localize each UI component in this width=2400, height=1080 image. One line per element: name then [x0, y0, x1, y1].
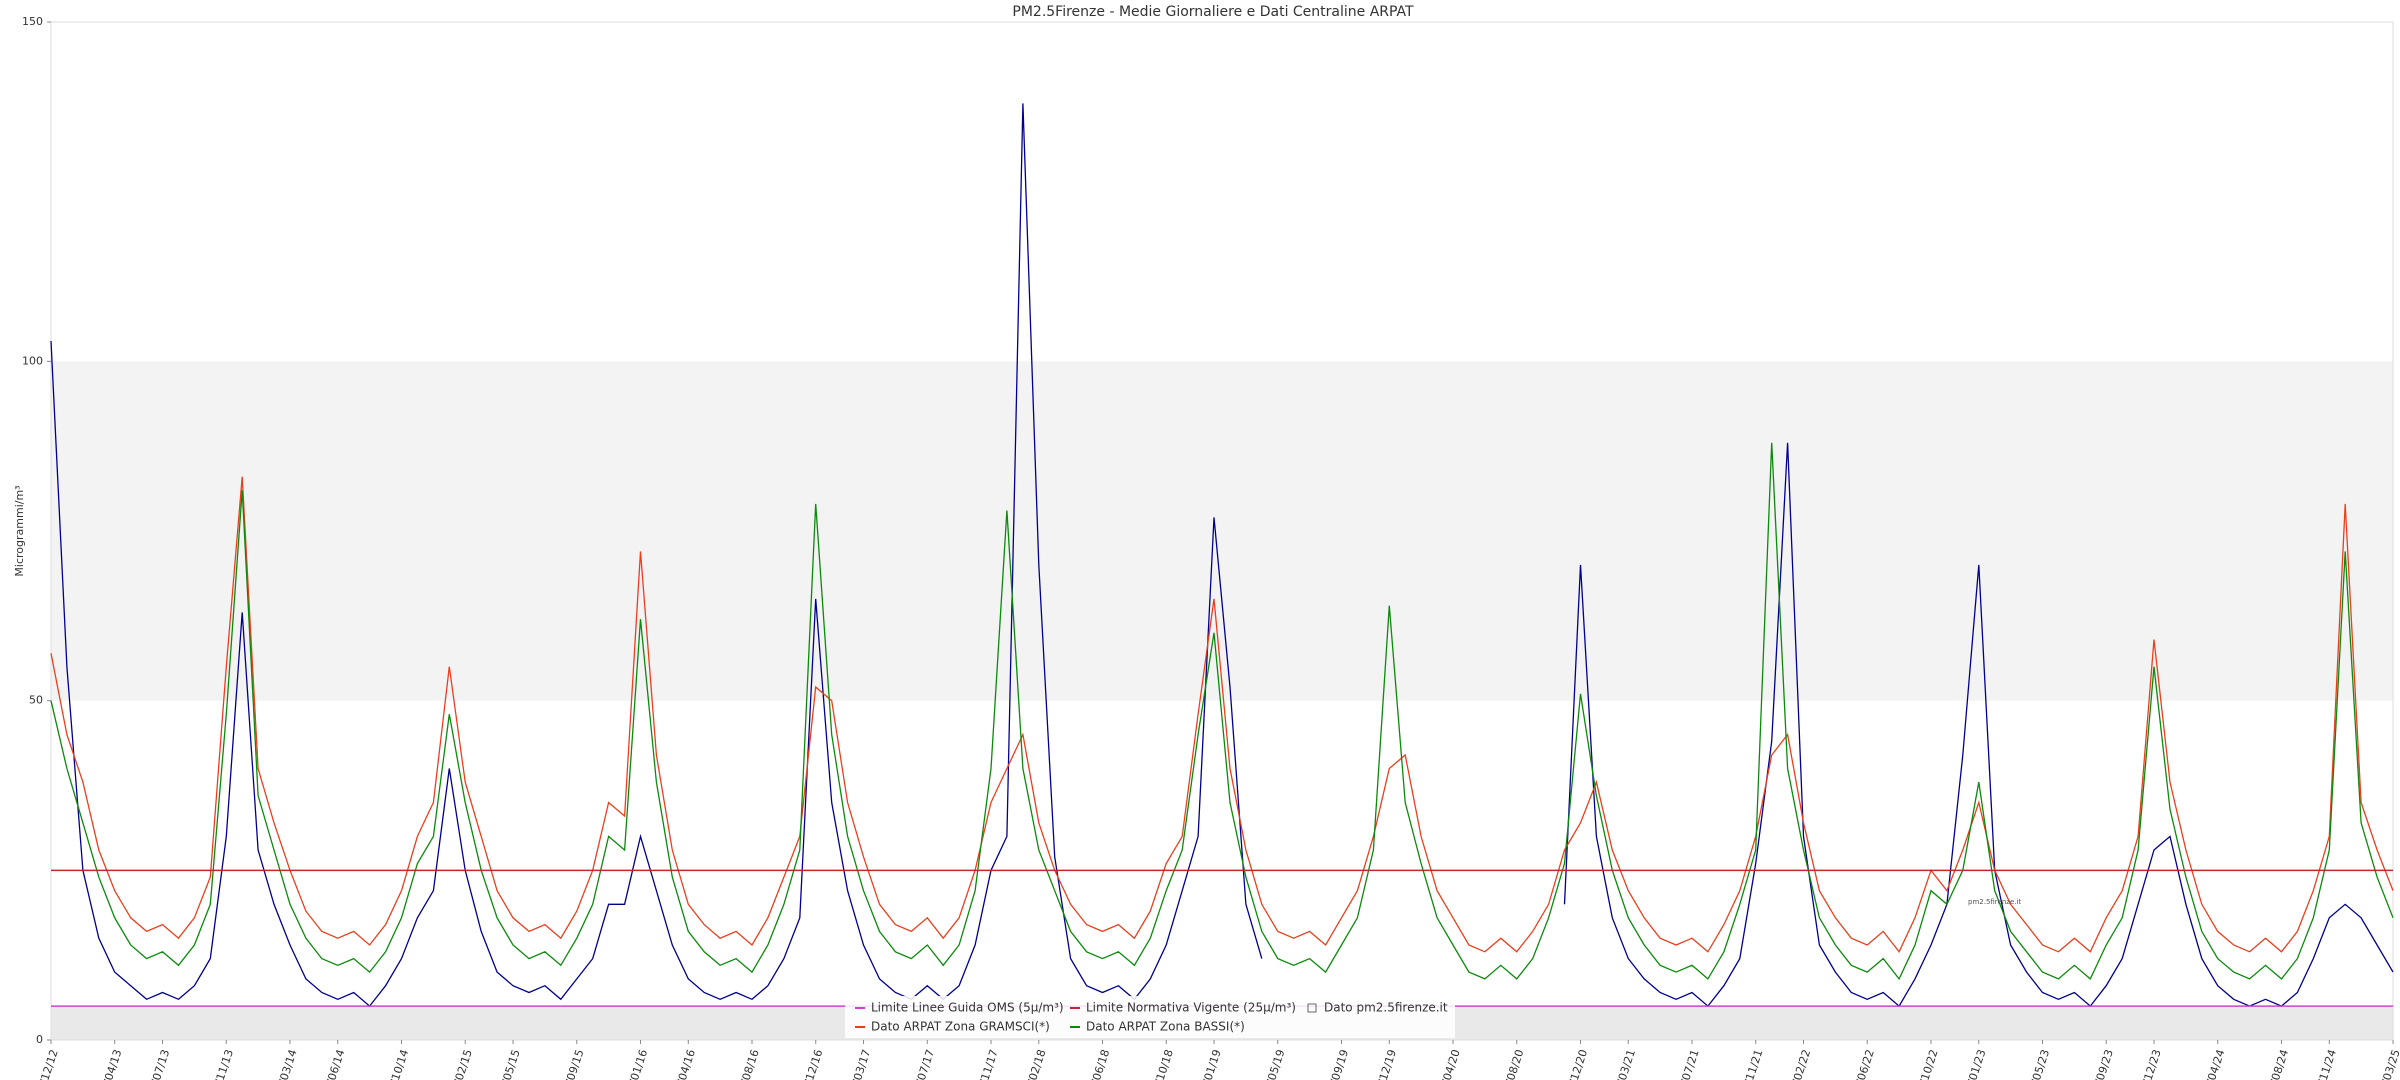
x-tick-label: /11/17 [977, 1048, 1000, 1080]
x-tick-label: /04/13 [101, 1048, 124, 1080]
x-tick-label: /02/22 [1790, 1048, 1813, 1080]
x-tick-label: /04/20 [1439, 1048, 1462, 1080]
legend-label: Limite Linee Guida OMS (5µ/m³) [871, 1001, 1064, 1015]
legend-box [845, 996, 1455, 1038]
x-tick-label: /08/16 [738, 1048, 761, 1080]
x-tick-label: /07/17 [914, 1048, 937, 1080]
legend-label: Limite Normativa Vigente (25µ/m³) [1086, 1001, 1296, 1015]
y-tick-label: 150 [22, 15, 43, 28]
x-tick-label: /12/19 [1376, 1048, 1399, 1080]
x-tick-label: /02/18 [1025, 1048, 1048, 1080]
legend-marker [1307, 1003, 1317, 1013]
x-tick-label: /07/13 [149, 1048, 172, 1080]
x-tick-label: /12/23 [2140, 1048, 2163, 1080]
x-tick-label: /02/15 [452, 1048, 475, 1080]
x-tick-label: /12/20 [1567, 1048, 1590, 1080]
x-tick-label: /05/15 [499, 1048, 522, 1080]
x-tick-label: /11/24 [2316, 1048, 2339, 1080]
x-tick-label: /12/16 [802, 1048, 825, 1080]
x-tick-label: /06/22 [1854, 1048, 1877, 1080]
x-tick-label: /03/21 [1615, 1048, 1638, 1080]
x-tick-label: /01/23 [1965, 1048, 1988, 1080]
x-tick-label: /08/20 [1503, 1048, 1526, 1080]
x-tick-label: /01/19 [1200, 1048, 1223, 1080]
x-tick-label: /04/24 [2204, 1048, 2227, 1080]
y-tick-label: 100 [22, 354, 43, 367]
legend-label: Dato pm2.5firenze.it [1324, 1001, 1448, 1015]
series-line [50, 442, 2394, 981]
x-tick-label: /08/24 [2268, 1048, 2291, 1080]
x-tick-label: /10/14 [388, 1048, 411, 1080]
x-tick-label: /10/22 [1917, 1048, 1940, 1080]
x-tick-label: /03/14 [276, 1048, 299, 1080]
watermark: pm2.5firenze.it [1968, 898, 2021, 906]
x-tick-label: /06/14 [324, 1048, 347, 1080]
x-tick-label: /05/23 [2029, 1048, 2052, 1080]
y-tick-label: 0 [36, 1033, 43, 1046]
x-tick-label: /09/19 [1328, 1048, 1351, 1080]
plot-frame [50, 21, 2394, 1041]
x-tick-label: 0/12/12 [35, 1048, 60, 1080]
y-axis-label: Microgrammi/m³ [13, 485, 26, 576]
band [51, 361, 2393, 701]
x-tick-label: /06/18 [1089, 1048, 1112, 1080]
x-tick-label: /11/21 [1742, 1048, 1765, 1080]
legend-label: Dato ARPAT Zona BASSI(*) [1086, 1020, 1245, 1034]
x-tick-label: /03/17 [850, 1048, 873, 1080]
x-tick-label: /03/25 [2379, 1048, 2400, 1080]
chart-title: PM2.5Firenze - Medie Giornaliere e Dati … [1012, 4, 1414, 20]
x-tick-label: /10/18 [1153, 1048, 1176, 1080]
x-tick-label: /09/23 [2093, 1048, 2116, 1080]
x-tick-label: /04/16 [675, 1048, 698, 1080]
x-tick-label: /11/13 [213, 1048, 236, 1080]
x-tick-label: /09/15 [563, 1048, 586, 1080]
x-tick-label: /07/21 [1678, 1048, 1701, 1080]
legend-label: Dato ARPAT Zona GRAMSCI(*) [871, 1020, 1050, 1034]
y-tick-label: 50 [29, 694, 43, 707]
x-tick-label: /05/19 [1264, 1048, 1287, 1080]
series-line [50, 476, 2394, 954]
series-line [50, 103, 2394, 1008]
x-tick-label: /01/16 [627, 1048, 650, 1080]
